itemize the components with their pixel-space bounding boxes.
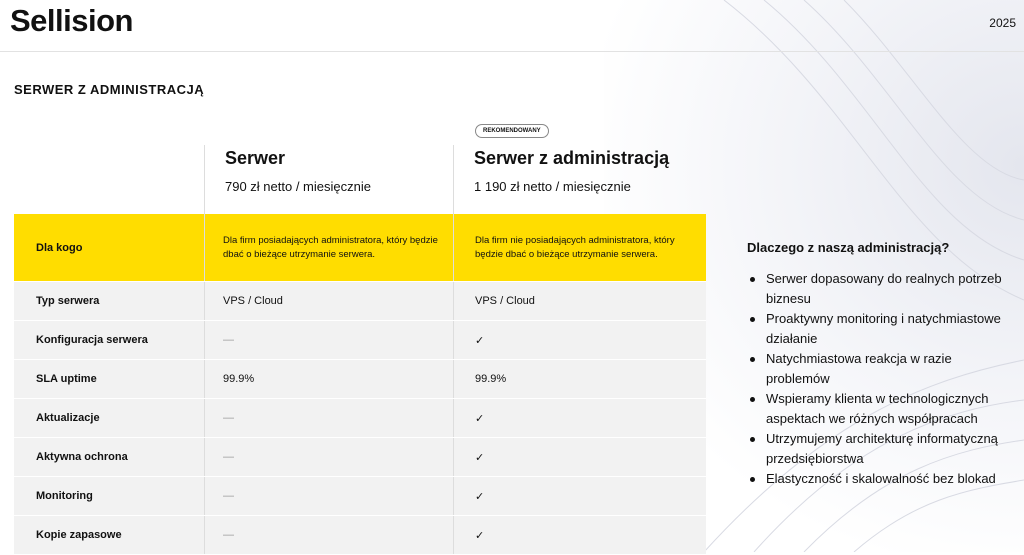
table-row: Aktualizacje — ✓ xyxy=(14,399,706,438)
benefit-item: Proaktywny monitoring i natychmiastowe d… xyxy=(747,309,1017,349)
plan-header-serwer: Serwer 790 zł netto / miesięcznie xyxy=(204,145,453,214)
check-icon: ✓ xyxy=(475,451,485,464)
row-label: Aktualizacje xyxy=(36,412,100,424)
table-row: Typ serwera VPS / Cloud VPS / Cloud xyxy=(14,282,706,321)
dash-icon: — xyxy=(223,490,234,502)
row-label-cell: SLA uptime xyxy=(14,373,204,385)
dash-icon: — xyxy=(223,451,234,463)
comparison-table: Dla kogo Dla firm posiadających administr… xyxy=(14,214,706,555)
admin-value-cell: 99.9% xyxy=(453,360,706,398)
serwer-value-cell: VPS / Cloud xyxy=(204,282,453,320)
serwer-value-cell: — xyxy=(204,438,453,476)
row-label-cell: Aktywna ochrona xyxy=(14,451,204,463)
admin-value-cell: ✓ xyxy=(453,477,706,515)
row-label-cell: Kopie zapasowe xyxy=(14,529,204,541)
admin-value-cell: ✓ xyxy=(453,321,706,359)
admin-value-cell: Dla firm nie posiadających administrator… xyxy=(453,214,706,281)
serwer-value: 99.9% xyxy=(223,373,255,385)
serwer-value: VPS / Cloud xyxy=(223,295,283,307)
table-row: SLA uptime 99.9% 99.9% xyxy=(14,360,706,399)
row-label-cell: Aktualizacje xyxy=(14,412,204,424)
benefit-item: Wspieramy klienta w technologicznych asp… xyxy=(747,389,1017,429)
serwer-value: Dla firm posiadających administratora, k… xyxy=(223,234,438,260)
section-title: SERWER Z ADMINISTRACJĄ xyxy=(14,82,205,97)
plan-name: Serwer z administracją xyxy=(474,148,670,168)
admin-value-cell: ✓ xyxy=(453,399,706,437)
recommended-badge: REKOMENDOWANY xyxy=(475,124,549,138)
row-label: Aktywna ochrona xyxy=(36,451,128,463)
row-label: SLA uptime xyxy=(36,373,97,385)
benefits-panel: Dlaczego z naszą administracją? Serwer d… xyxy=(747,240,1017,489)
check-icon: ✓ xyxy=(475,412,485,425)
row-label: Typ serwera xyxy=(36,295,100,307)
row-label-cell: Dla kogo xyxy=(14,242,204,254)
table-row: Aktywna ochrona — ✓ xyxy=(14,438,706,477)
serwer-value-cell: — xyxy=(204,477,453,515)
benefits-list: Serwer dopasowany do realnych potrzeb bi… xyxy=(747,269,1017,489)
plan-header-serwer-z-administracja: Serwer z administracją 1 190 zł netto / … xyxy=(453,145,706,214)
benefit-item: Elastyczność i skalowalność bez blokad xyxy=(747,469,1017,489)
logo[interactable]: Sellision xyxy=(10,3,133,38)
admin-value: 99.9% xyxy=(475,373,507,385)
serwer-value-cell: 99.9% xyxy=(204,360,453,398)
check-icon: ✓ xyxy=(475,529,485,542)
serwer-value-cell: — xyxy=(204,516,453,554)
dash-icon: — xyxy=(223,529,234,541)
year: 2025 xyxy=(989,16,1016,30)
table-row: Konfiguracja serwera — ✓ xyxy=(14,321,706,360)
serwer-value-cell: — xyxy=(204,399,453,437)
plan-price: 1 190 zł netto / miesięcznie xyxy=(474,179,631,194)
row-label: Konfiguracja serwera xyxy=(36,334,148,346)
admin-value-cell: ✓ xyxy=(453,438,706,476)
dash-icon: — xyxy=(223,412,234,424)
table-row: Dla kogo Dla firm posiadających administr… xyxy=(14,214,706,282)
admin-value-cell: VPS / Cloud xyxy=(453,282,706,320)
row-label-cell: Typ serwera xyxy=(14,295,204,307)
admin-value: Dla firm nie posiadających administrator… xyxy=(475,234,675,260)
serwer-value-cell: — xyxy=(204,321,453,359)
row-label-cell: Monitoring xyxy=(14,490,204,502)
table-row: Kopie zapasowe — ✓ xyxy=(14,516,706,555)
row-label: Monitoring xyxy=(36,490,93,502)
row-label: Kopie zapasowe xyxy=(36,529,122,541)
benefit-item: Utrzymujemy architekturę informatyczną p… xyxy=(747,429,1017,469)
check-icon: ✓ xyxy=(475,490,485,503)
admin-value-cell: ✓ xyxy=(453,516,706,554)
row-label: Dla kogo xyxy=(36,241,83,254)
table-row: Monitoring — ✓ xyxy=(14,477,706,516)
benefit-item: Natychmiastowa reakcja w razie problemów xyxy=(747,349,1017,389)
dash-icon: — xyxy=(223,334,234,346)
benefits-title: Dlaczego z naszą administracją? xyxy=(747,240,950,255)
benefit-item: Serwer dopasowany do realnych potrzeb bi… xyxy=(747,269,1017,309)
plan-name: Serwer xyxy=(225,148,286,168)
admin-value: VPS / Cloud xyxy=(475,295,535,307)
plan-price: 790 zł netto / miesięcznie xyxy=(225,179,371,194)
row-label-cell: Konfiguracja serwera xyxy=(14,334,204,346)
serwer-value-cell: Dla firm posiadających administratora, k… xyxy=(204,214,453,281)
check-icon: ✓ xyxy=(475,334,485,347)
header: Sellision 2025 xyxy=(0,0,1024,52)
